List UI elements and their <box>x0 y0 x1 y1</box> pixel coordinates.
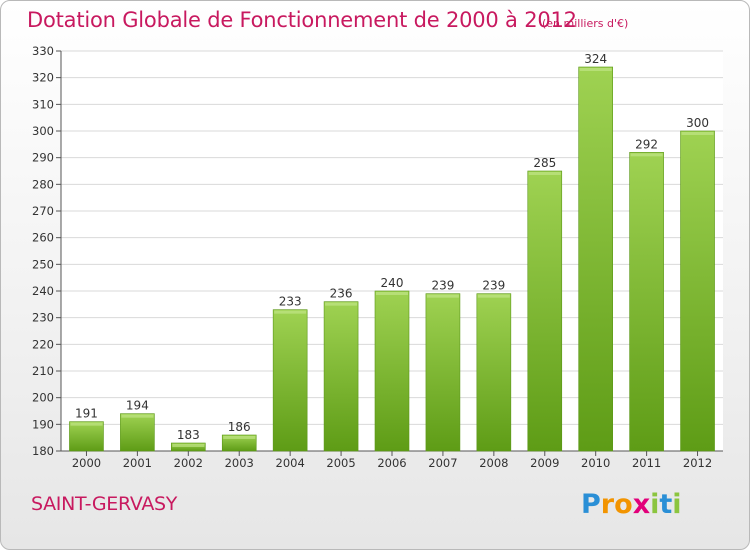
data-label: 239 <box>431 279 454 293</box>
data-label: 186 <box>228 420 251 434</box>
bar-highlight <box>477 294 510 298</box>
y-tick-label: 320 <box>32 71 54 85</box>
chart-title: Dotation Globale de Fonctionnement de 20… <box>27 8 577 32</box>
data-label: 240 <box>381 276 404 290</box>
proxiti-logo: Proxiti <box>581 489 682 520</box>
bar <box>425 293 461 452</box>
data-label: 191 <box>75 407 98 421</box>
logo-letter: i <box>672 489 682 520</box>
y-tick-label: 250 <box>32 257 54 271</box>
data-label: 239 <box>482 279 505 293</box>
logo-letter: i <box>650 489 660 520</box>
y-tick-label: 310 <box>32 97 54 111</box>
bar <box>323 301 359 452</box>
logo-letter: r <box>600 489 615 520</box>
logo-letter: P <box>581 489 601 520</box>
bar-highlight <box>70 422 103 426</box>
data-label: 285 <box>533 156 556 170</box>
y-tick-label: 280 <box>32 177 54 191</box>
bar-highlight <box>579 68 612 71</box>
bar <box>69 421 104 452</box>
x-tick-label: 2012 <box>683 456 712 470</box>
y-tick-label: 330 <box>32 44 54 58</box>
x-tick-label: 2005 <box>326 456 355 470</box>
bar <box>374 290 410 452</box>
data-label: 324 <box>584 52 607 66</box>
bar-highlight <box>426 294 459 298</box>
x-tick-label: 2003 <box>225 456 254 470</box>
y-tick-label: 210 <box>32 364 54 378</box>
logo-letter: o <box>614 489 633 520</box>
y-tick-label: 230 <box>32 311 54 325</box>
bar <box>476 293 512 452</box>
x-tick-label: 2008 <box>479 456 508 470</box>
data-label: 233 <box>279 295 302 309</box>
x-tick-label: 2002 <box>174 456 203 470</box>
bar-highlight <box>630 153 663 157</box>
x-tick-label: 2010 <box>581 456 610 470</box>
y-tick-label: 290 <box>32 151 54 165</box>
x-tick-label: 2006 <box>377 456 406 470</box>
bar <box>629 152 664 452</box>
data-label: 183 <box>177 428 200 442</box>
bar-highlight <box>681 132 714 135</box>
y-tick-label: 220 <box>32 337 54 351</box>
x-tick-label: 2009 <box>530 456 559 470</box>
y-tick-label: 270 <box>32 204 54 218</box>
x-tick-label: 2011 <box>632 456 661 470</box>
bar <box>272 309 308 452</box>
data-label: 300 <box>686 116 709 130</box>
chart-unit: (en milliers d'€) <box>542 17 629 30</box>
y-tick-label: 260 <box>32 231 54 245</box>
y-tick-label: 190 <box>32 417 54 431</box>
data-label: 194 <box>126 399 149 413</box>
bar-highlight <box>528 172 561 175</box>
bar <box>120 413 155 452</box>
x-tick-label: 2001 <box>123 456 152 470</box>
y-tick-label: 300 <box>32 124 54 138</box>
y-tick-label: 200 <box>32 391 54 405</box>
commune-name: SAINT-GERVASY <box>31 493 178 515</box>
x-tick-label: 2007 <box>428 456 457 470</box>
x-tick-label: 2004 <box>276 456 305 470</box>
y-tick-label: 180 <box>32 444 54 458</box>
bar <box>680 130 715 452</box>
bar-highlight <box>274 310 307 314</box>
data-label: 236 <box>330 287 353 301</box>
bar-highlight <box>121 414 154 418</box>
bar-highlight <box>325 302 358 306</box>
logo-letter: t <box>659 489 673 520</box>
y-tick-label: 240 <box>32 284 54 298</box>
bar-highlight <box>172 444 205 447</box>
bar-highlight <box>376 292 408 295</box>
logo-letter: x <box>632 489 651 520</box>
data-label: 292 <box>635 137 658 151</box>
bar <box>578 66 613 452</box>
x-tick-label: 2000 <box>72 456 101 470</box>
bar <box>527 170 563 452</box>
bar-highlight <box>223 436 256 439</box>
